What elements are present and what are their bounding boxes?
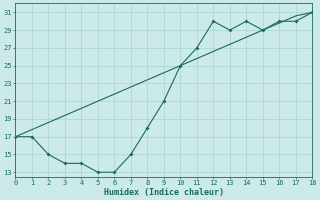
X-axis label: Humidex (Indice chaleur): Humidex (Indice chaleur) xyxy=(104,188,224,197)
